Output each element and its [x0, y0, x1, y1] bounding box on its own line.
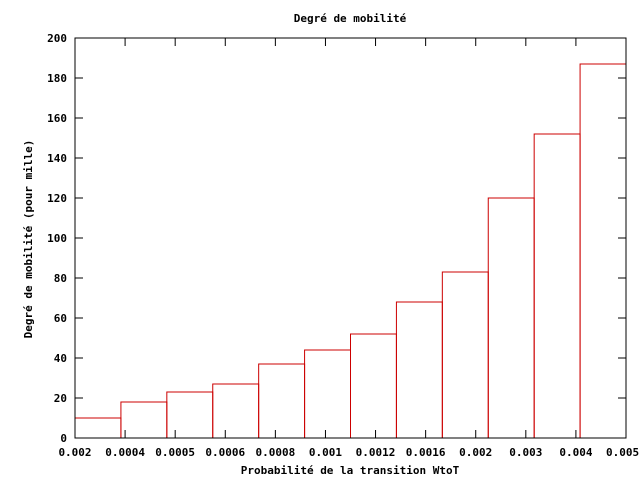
y-tick-label: 160	[47, 112, 67, 125]
chart-title: Degré de mobilité	[294, 12, 407, 25]
x-tick-label: 0.002	[459, 446, 492, 459]
bar	[350, 333, 397, 439]
y-tick-label: 120	[47, 192, 67, 205]
x-tick-label: 0.0016	[406, 446, 446, 459]
y-tick-label: 180	[47, 72, 67, 85]
bar	[120, 401, 168, 439]
y-tick-label: 100	[47, 232, 67, 245]
x-tick-label: 0.0005	[155, 446, 195, 459]
y-tick-label: 20	[54, 392, 67, 405]
x-tick-label: 0.001	[309, 446, 342, 459]
x-tick-label: 0.0004	[105, 446, 145, 459]
bar	[74, 417, 122, 439]
x-tick-label: 0.0008	[255, 446, 295, 459]
x-tick-label: 0.005	[606, 446, 639, 459]
bar	[533, 133, 581, 439]
x-tick-label: 0.004	[559, 446, 592, 459]
bar	[441, 271, 489, 439]
bar	[304, 349, 351, 439]
x-axis-label: Probabilité de la transition WtoT	[241, 464, 460, 477]
y-axis-label: Degré de mobilité (pour mille)	[22, 140, 35, 339]
bars	[74, 63, 627, 439]
y-tick-label: 60	[54, 312, 67, 325]
bar	[258, 363, 306, 439]
x-tick-label: 0.003	[509, 446, 542, 459]
y-tick-label: 80	[54, 272, 67, 285]
bar	[579, 63, 627, 439]
y-ticks: 0 20 40 60 80 100 120 140 160 180 200	[47, 32, 626, 445]
bar	[395, 301, 443, 439]
y-tick-label: 200	[47, 32, 67, 45]
y-tick-label: 0	[60, 432, 67, 445]
y-tick-label: 40	[54, 352, 67, 365]
plot-frame	[74, 37, 627, 439]
x-tick-label: 0.002	[58, 446, 91, 459]
x-tick-label: 0.0006	[205, 446, 245, 459]
bar	[166, 391, 214, 439]
bar	[487, 197, 535, 439]
x-tick-label: 0.0012	[356, 446, 396, 459]
y-tick-label: 140	[47, 152, 67, 165]
bar	[212, 383, 260, 439]
x-ticks: 0.002 0.0004 0.0005 0.0006 0.0008 0.001 0.0012…	[58, 38, 639, 459]
